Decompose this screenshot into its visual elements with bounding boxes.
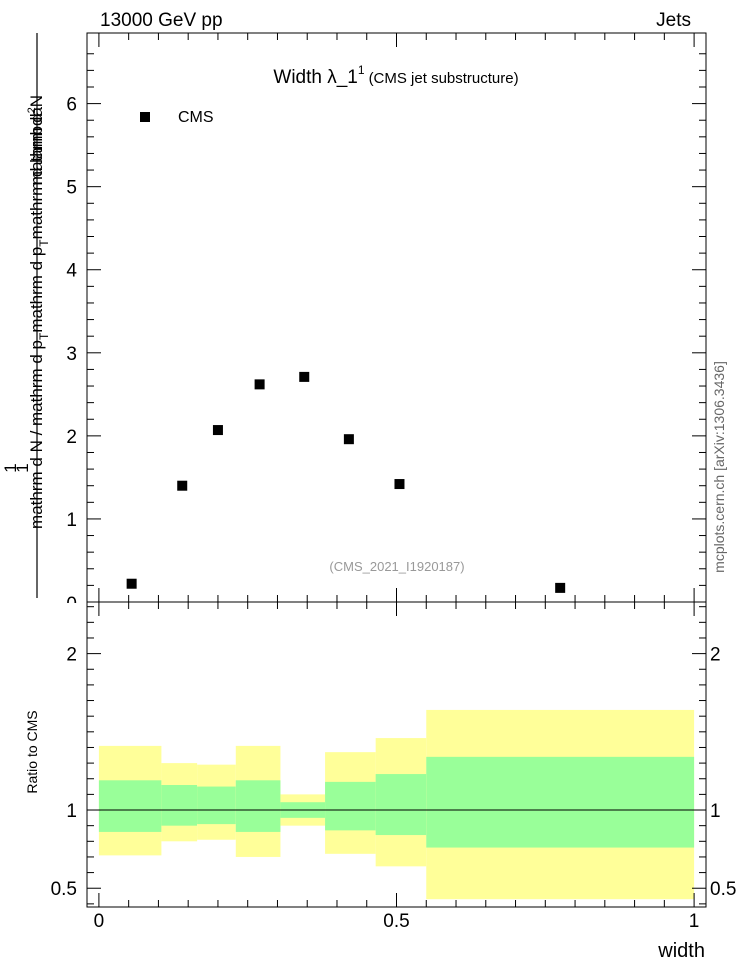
- cms-data-point: [254, 379, 265, 390]
- y-axis-label-num: mathrm d2N: [26, 95, 46, 185]
- ratio-band-inner: [325, 781, 376, 831]
- cms-data-point: [212, 425, 223, 436]
- cms-data-points: [126, 371, 566, 593]
- x-tick-label: 0: [94, 911, 105, 932]
- side-credit: mcplots.cern.ch [arXiv:1306.3436]: [711, 361, 727, 573]
- cms-data-point: [555, 582, 566, 593]
- main-y-tick-label: 5: [66, 178, 77, 199]
- cms-data-point: [299, 371, 310, 382]
- svg-text:mathrm d N / mathrm d pTmathrm: mathrm d N / mathrm d pTmathrm d pTmathr…: [27, 107, 51, 529]
- main-y-tick-label: 2: [66, 427, 77, 448]
- svg-text:mathrm d2N: mathrm d2N: [26, 95, 46, 185]
- ratio-y-tick-label: 0.5: [51, 879, 77, 900]
- title-main: Width λ_1: [273, 67, 357, 88]
- ratio-y-tick-label-right: 2: [710, 645, 721, 666]
- y-axis-label-one: 1: [1, 463, 20, 472]
- cms-data-point: [177, 480, 188, 491]
- watermark: (CMS_2021_I1920187): [329, 559, 464, 574]
- legend-label: CMS: [178, 109, 214, 126]
- main-y-tick-label: 3: [66, 344, 77, 365]
- ylabel-numerator: 1: [13, 463, 32, 472]
- x-axis-label: width: [657, 940, 705, 962]
- main-y-tick-label: 4: [66, 261, 77, 282]
- title-suffix: (CMS jet substructure): [369, 70, 519, 87]
- ratio-band-inner: [98, 780, 162, 832]
- svg-text:mcplots.cern.ch [arXiv:1306.34: mcplots.cern.ch [arXiv:1306.3436]: [711, 361, 727, 573]
- x-tick-label: 1: [689, 911, 700, 932]
- ratio-y-tick-label-right: 1: [710, 801, 721, 822]
- ratio-band-inner: [235, 780, 281, 832]
- cms-data-point: [343, 434, 354, 445]
- header-left: 13000 GeV pp: [100, 10, 223, 31]
- ratio-y-tick-label: 1: [66, 801, 77, 822]
- ratio-band-inner: [426, 756, 695, 848]
- ratio-y-axis: 0.5 0.5 1 1 2 2: [51, 606, 736, 905]
- main-y-tick-label: 1: [66, 510, 77, 531]
- ratio-y-tick-label: 2: [66, 645, 77, 666]
- main-y-tick-label: 6: [66, 95, 77, 116]
- svg-text:Ratio to CMS: Ratio to CMS: [24, 710, 40, 793]
- cms-data-point: [126, 578, 137, 589]
- ratio-x-axis: 0 0.5 1: [94, 602, 700, 932]
- ratio-bands: [87, 709, 706, 900]
- y-axis-label: 1: [13, 33, 38, 598]
- ratio-y-label: Ratio to CMS: [24, 710, 40, 793]
- y-axis-label-den: mathrm d N / mathrm d pTmathrm d pTmathr…: [27, 107, 51, 529]
- zero-clip: [40, 603, 86, 613]
- ratio-band-inner: [197, 786, 236, 825]
- main-x-axis: [98, 33, 695, 602]
- header-right: Jets: [656, 10, 691, 31]
- legend-marker: [140, 112, 150, 122]
- ratio-band-inner: [375, 774, 427, 836]
- svg-text:1: 1: [1, 463, 20, 472]
- ratio-y-tick-label-right: 0.5: [710, 879, 736, 900]
- plot-title: Width λ_11 (CMS jet substructure): [273, 63, 518, 88]
- x-tick-label: 0.5: [383, 911, 409, 932]
- ratio-band-inner: [161, 785, 198, 826]
- title-sup: 1: [358, 63, 365, 77]
- cms-data-point: [394, 479, 405, 490]
